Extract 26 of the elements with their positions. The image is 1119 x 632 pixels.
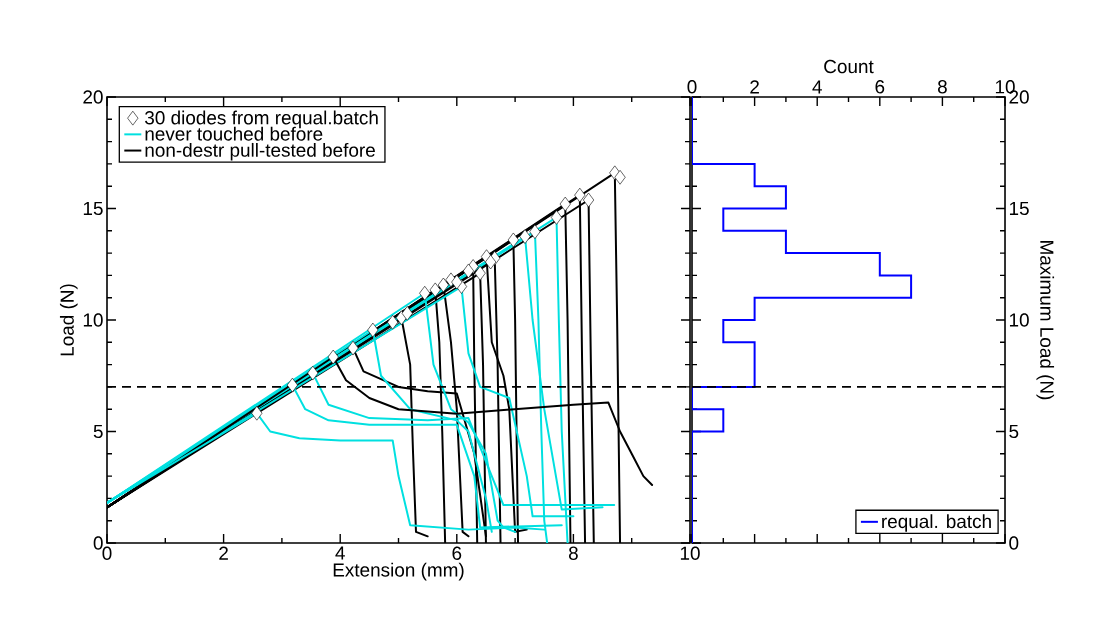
x-tick-label: 0 [102,546,112,560]
y-tick-label: 20 [83,90,103,104]
x-tick-label: 8 [568,546,578,560]
x-tick-label: 0 [687,80,697,94]
x-tick-label: 6 [875,80,885,94]
legend-label: non-destr pull-tested before [145,142,375,161]
y-tick-label: 10 [1009,313,1029,327]
y-tick-label: 5 [1009,424,1019,439]
y-tick-label: 15 [83,201,103,216]
x-tick-label: 4 [335,546,345,560]
y-axis-title: Maximum Load (N) [1036,241,1055,400]
x-tick-label: 2 [750,80,759,94]
y-tick-label: 5 [93,424,103,439]
x-tick-label: 6 [452,546,462,560]
y-tick-label: 0 [1009,536,1019,550]
x-axis-title: Count [824,59,874,74]
y-axis-title: Load (N) [59,284,78,356]
x-tick-label: 8 [937,80,947,94]
x-axis-title: Extension (mm) [333,562,464,581]
legend-label: requal. batch [882,514,991,532]
y-tick-label: 15 [1009,201,1029,216]
y-tick-label: 0 [93,536,103,550]
y-tick-label: 10 [83,313,103,327]
x-tick-label: 2 [219,546,228,560]
x-tick-label: 4 [812,80,822,94]
x-tick-label: 10 [680,546,700,560]
